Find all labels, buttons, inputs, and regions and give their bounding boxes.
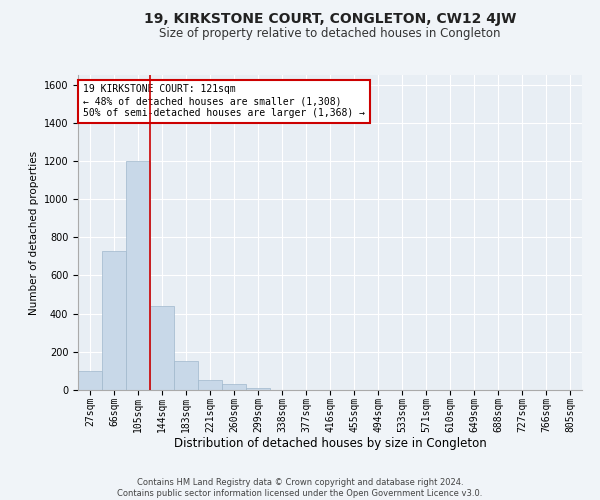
Bar: [150, 306, 174, 390]
Bar: [174, 362, 198, 390]
Y-axis label: Number of detached properties: Number of detached properties: [29, 150, 40, 314]
Text: Size of property relative to detached houses in Congleton: Size of property relative to detached ho…: [159, 28, 501, 40]
Bar: [126, 161, 150, 390]
Bar: [102, 250, 126, 390]
Bar: [246, 388, 270, 390]
X-axis label: Distribution of detached houses by size in Congleton: Distribution of detached houses by size …: [173, 437, 487, 450]
Text: Contains HM Land Registry data © Crown copyright and database right 2024.
Contai: Contains HM Land Registry data © Crown c…: [118, 478, 482, 498]
Bar: [222, 384, 246, 390]
Text: 19 KIRKSTONE COURT: 121sqm
← 48% of detached houses are smaller (1,308)
50% of s: 19 KIRKSTONE COURT: 121sqm ← 48% of deta…: [83, 84, 365, 117]
Bar: [198, 380, 222, 390]
Text: 19, KIRKSTONE COURT, CONGLETON, CW12 4JW: 19, KIRKSTONE COURT, CONGLETON, CW12 4JW: [144, 12, 516, 26]
Bar: [78, 371, 102, 390]
